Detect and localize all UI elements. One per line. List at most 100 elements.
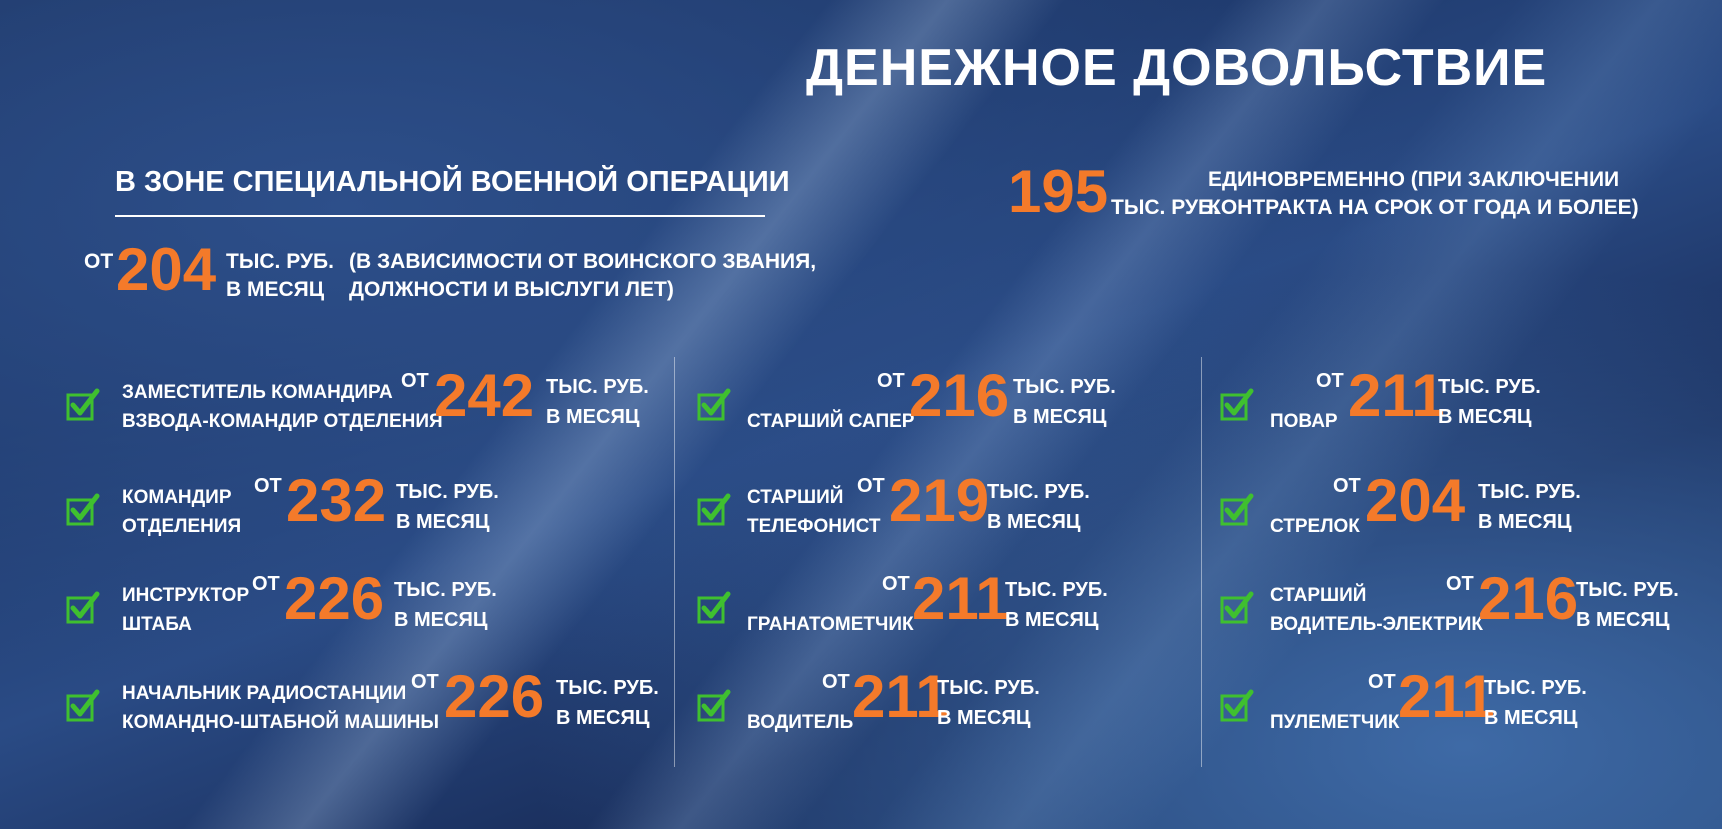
amount-unit-line1: ТЫС. РУБ.: [1484, 677, 1587, 699]
amount-unit-line1: ТЫС. РУБ.: [1013, 376, 1116, 398]
amount-unit-line2: В МЕСЯЦ: [937, 707, 1031, 729]
position-amount: 232: [286, 467, 387, 534]
position-label-line1: СТАРШИЙ: [747, 487, 844, 508]
base-note: (В ЗАВИСИМОСТИ ОТ ВОИНСКОГО ЗВАНИЯ, ДОЛЖ…: [349, 248, 816, 304]
position-amount: 226: [444, 663, 545, 730]
position-amount: 216: [1478, 565, 1579, 632]
column-divider: [674, 357, 675, 767]
amount-unit: ТЫС. РУБ. В МЕСЯЦ: [546, 372, 649, 432]
amount-unit-line2: В МЕСЯЦ: [1005, 609, 1099, 631]
amount-unit-line1: ТЫС. РУБ.: [556, 677, 659, 699]
green-checkbox-icon: [697, 689, 731, 722]
green-checkbox-icon: [66, 388, 100, 421]
amount-unit: ТЫС. РУБ. В МЕСЯЦ: [937, 673, 1040, 733]
amount-prefix: ОТ: [822, 671, 850, 693]
position-label-line2: ВОДИТЕЛЬ-ЭЛЕКТРИК: [1270, 614, 1483, 635]
position-label: СТАРШИЙ ТЕЛЕФОНИСТ: [747, 483, 881, 541]
amount-unit-line2: В МЕСЯЦ: [1576, 609, 1670, 631]
amount-unit-line2: В МЕСЯЦ: [394, 609, 488, 631]
amount-unit-line2: В МЕСЯЦ: [556, 707, 650, 729]
green-checkbox-icon: [697, 493, 731, 526]
amount-unit-line2: В МЕСЯЦ: [1478, 511, 1572, 533]
base-unit: ТЫС. РУБ. В МЕСЯЦ: [226, 248, 334, 304]
position-label-line1: ИНСТРУКТОР: [122, 585, 250, 606]
amount-unit-line1: ТЫС. РУБ.: [1438, 376, 1541, 398]
amount-unit: ТЫС. РУБ. В МЕСЯЦ: [1005, 575, 1108, 635]
position-label-line2: СТРЕЛОК: [1270, 516, 1360, 537]
column-divider: [1201, 357, 1202, 767]
position-label: ИНСТРУКТОР ШТАБА: [122, 581, 249, 639]
amount-unit-line1: ТЫС. РУБ.: [1005, 579, 1108, 601]
amount-unit: ТЫС. РУБ. В МЕСЯЦ: [1013, 372, 1116, 432]
position-amount: 204: [1365, 467, 1466, 534]
one-time-unit: ТЫС. РУБ.: [1111, 196, 1219, 219]
base-note-line2: ДОЛЖНОСТИ И ВЫСЛУГИ ЛЕТ): [349, 278, 674, 301]
amount-unit-line1: ТЫС. РУБ.: [1576, 579, 1679, 601]
base-unit-line2: В МЕСЯЦ: [226, 278, 325, 301]
position-label-line2: ПОВАР: [1270, 411, 1338, 432]
position-label: НАЧАЛЬНИК РАДИОСТАНЦИИ КОМАНДНО-ШТАБНОЙ М…: [122, 679, 439, 737]
green-checkbox-icon: [697, 591, 731, 624]
position-amount: 242: [434, 362, 535, 429]
position-label: СТАРШИЙ САПЕР: [747, 378, 914, 436]
amount-unit: ТЫС. РУБ. В МЕСЯЦ: [1484, 673, 1587, 733]
position-label-line2: ПУЛЕМЕТЧИК: [1270, 712, 1400, 733]
one-time-desc-line1: ЕДИНОВРЕМЕННО (ПРИ ЗАКЛЮЧЕНИИ: [1208, 168, 1620, 191]
position-amount: 211: [852, 663, 949, 730]
position-amount: 211: [1348, 362, 1445, 429]
amount-prefix: ОТ: [1368, 671, 1396, 693]
position-label-line2: ТЕЛЕФОНИСТ: [747, 516, 881, 537]
base-unit-line1: ТЫС. РУБ.: [226, 250, 334, 273]
amount-prefix: ОТ: [1446, 573, 1474, 595]
position-label-line2: ВЗВОДА-КОМАНДИР ОТДЕЛЕНИЯ: [122, 411, 443, 432]
position-amount: 211: [912, 565, 1009, 632]
position-amount: 219: [889, 467, 990, 534]
amount-unit-line2: В МЕСЯЦ: [396, 511, 490, 533]
position-amount: 211: [1398, 663, 1495, 730]
position-label-line2: ОТДЕЛЕНИЯ: [122, 516, 242, 537]
amount-prefix: ОТ: [411, 671, 439, 693]
position-label: ПОВАР: [1270, 378, 1338, 436]
base-amount: 204: [116, 236, 217, 303]
amount-unit: ТЫС. РУБ. В МЕСЯЦ: [1478, 477, 1581, 537]
one-time-amount: 195: [1008, 158, 1109, 225]
green-checkbox-icon: [1220, 591, 1254, 624]
amount-unit: ТЫС. РУБ. В МЕСЯЦ: [396, 477, 499, 537]
position-label: ВОДИТЕЛЬ: [747, 679, 853, 737]
amount-unit-line1: ТЫС. РУБ.: [937, 677, 1040, 699]
amount-unit: ТЫС. РУБ. В МЕСЯЦ: [1576, 575, 1679, 635]
amount-unit-line1: ТЫС. РУБ.: [546, 376, 649, 398]
amount-prefix: ОТ: [857, 475, 885, 497]
position-label: ГРАНАТОМЕТЧИК: [747, 581, 914, 639]
position-label: СТАРШИЙ ВОДИТЕЛЬ-ЭЛЕКТРИК: [1270, 581, 1483, 639]
amount-prefix: ОТ: [877, 370, 905, 392]
amount-unit-line2: В МЕСЯЦ: [987, 511, 1081, 533]
amount-unit-line1: ТЫС. РУБ.: [1478, 481, 1581, 503]
position-label: КОМАНДИР ОТДЕЛЕНИЯ: [122, 483, 241, 541]
position-label-line1: НАЧАЛЬНИК РАДИОСТАНЦИИ: [122, 683, 407, 704]
amount-prefix: ОТ: [254, 475, 282, 497]
one-time-description: ЕДИНОВРЕМЕННО (ПРИ ЗАКЛЮЧЕНИИ КОНТРАКТА …: [1208, 166, 1639, 222]
position-label-line2: КОМАНДНО-ШТАБНОЙ МАШИНЫ: [122, 712, 439, 733]
position-amount: 226: [284, 565, 385, 632]
amount-prefix: ОТ: [1333, 475, 1361, 497]
amount-unit-line1: ТЫС. РУБ.: [987, 481, 1090, 503]
amount-unit: ТЫС. РУБ. В МЕСЯЦ: [394, 575, 497, 635]
position-label-line2: ГРАНАТОМЕТЧИК: [747, 614, 914, 635]
position-amount: 216: [909, 362, 1010, 429]
amount-unit: ТЫС. РУБ. В МЕСЯЦ: [987, 477, 1090, 537]
green-checkbox-icon: [1220, 689, 1254, 722]
position-label-line1: КОМАНДИР: [122, 487, 232, 508]
amount-unit-line2: В МЕСЯЦ: [546, 406, 640, 428]
green-checkbox-icon: [66, 591, 100, 624]
one-time-desc-line2: КОНТРАКТА НА СРОК ОТ ГОДА И БОЛЕЕ): [1208, 196, 1639, 219]
amount-unit-line2: В МЕСЯЦ: [1438, 406, 1532, 428]
amount-unit: ТЫС. РУБ. В МЕСЯЦ: [556, 673, 659, 733]
subtitle-underline: [115, 215, 765, 217]
amount-unit: ТЫС. РУБ. В МЕСЯЦ: [1438, 372, 1541, 432]
green-checkbox-icon: [66, 493, 100, 526]
position-label: СТРЕЛОК: [1270, 483, 1360, 541]
green-checkbox-icon: [1220, 388, 1254, 421]
position-label-line2: ВОДИТЕЛЬ: [747, 712, 854, 733]
green-checkbox-icon: [697, 388, 731, 421]
